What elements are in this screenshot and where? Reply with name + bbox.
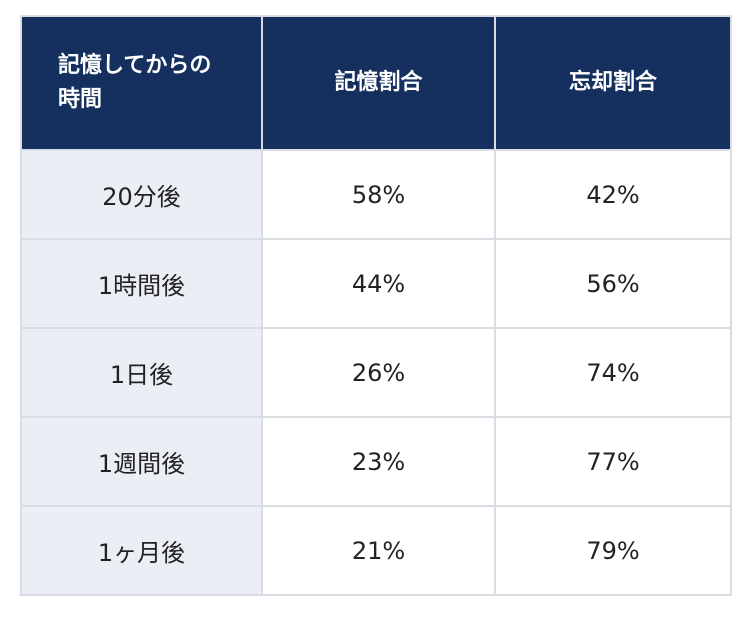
header-time-since-memorizing: 記憶してからの時間 — [20, 15, 263, 151]
row-time-cell: 1週間後 — [20, 416, 263, 507]
row-time-cell: 20分後 — [20, 149, 263, 240]
row-time-cell: 1日後 — [20, 327, 263, 418]
table-row: 1週間後 23% 77% — [20, 416, 732, 507]
row-time-cell: 1ヶ月後 — [20, 505, 263, 596]
forgetting-curve-table: 記憶してからの時間 記憶割合 忘却割合 20分後 58% 42% 1時間後 44… — [20, 15, 732, 596]
table-header-row: 記憶してからの時間 記憶割合 忘却割合 — [20, 15, 732, 151]
forgetting-cell: 77% — [494, 416, 732, 507]
table-row: 1時間後 44% 56% — [20, 238, 732, 329]
header-forgetting-rate: 忘却割合 — [494, 15, 732, 151]
retention-cell: 58% — [261, 149, 496, 240]
retention-cell: 23% — [261, 416, 496, 507]
retention-cell: 21% — [261, 505, 496, 596]
forgetting-cell: 56% — [494, 238, 732, 329]
retention-cell: 44% — [261, 238, 496, 329]
header-time-label: 記憶してからの時間 — [58, 53, 212, 112]
table-row: 20分後 58% 42% — [20, 149, 732, 240]
forgetting-cell: 79% — [494, 505, 732, 596]
row-time-cell: 1時間後 — [20, 238, 263, 329]
header-retention-rate: 記憶割合 — [261, 15, 496, 151]
forgetting-curve-table-container: 記憶してからの時間 記憶割合 忘却割合 20分後 58% 42% 1時間後 44… — [20, 15, 732, 596]
forgetting-cell: 42% — [494, 149, 732, 240]
forgetting-cell: 74% — [494, 327, 732, 418]
table-row: 1日後 26% 74% — [20, 327, 732, 418]
retention-cell: 26% — [261, 327, 496, 418]
table-row: 1ヶ月後 21% 79% — [20, 505, 732, 596]
